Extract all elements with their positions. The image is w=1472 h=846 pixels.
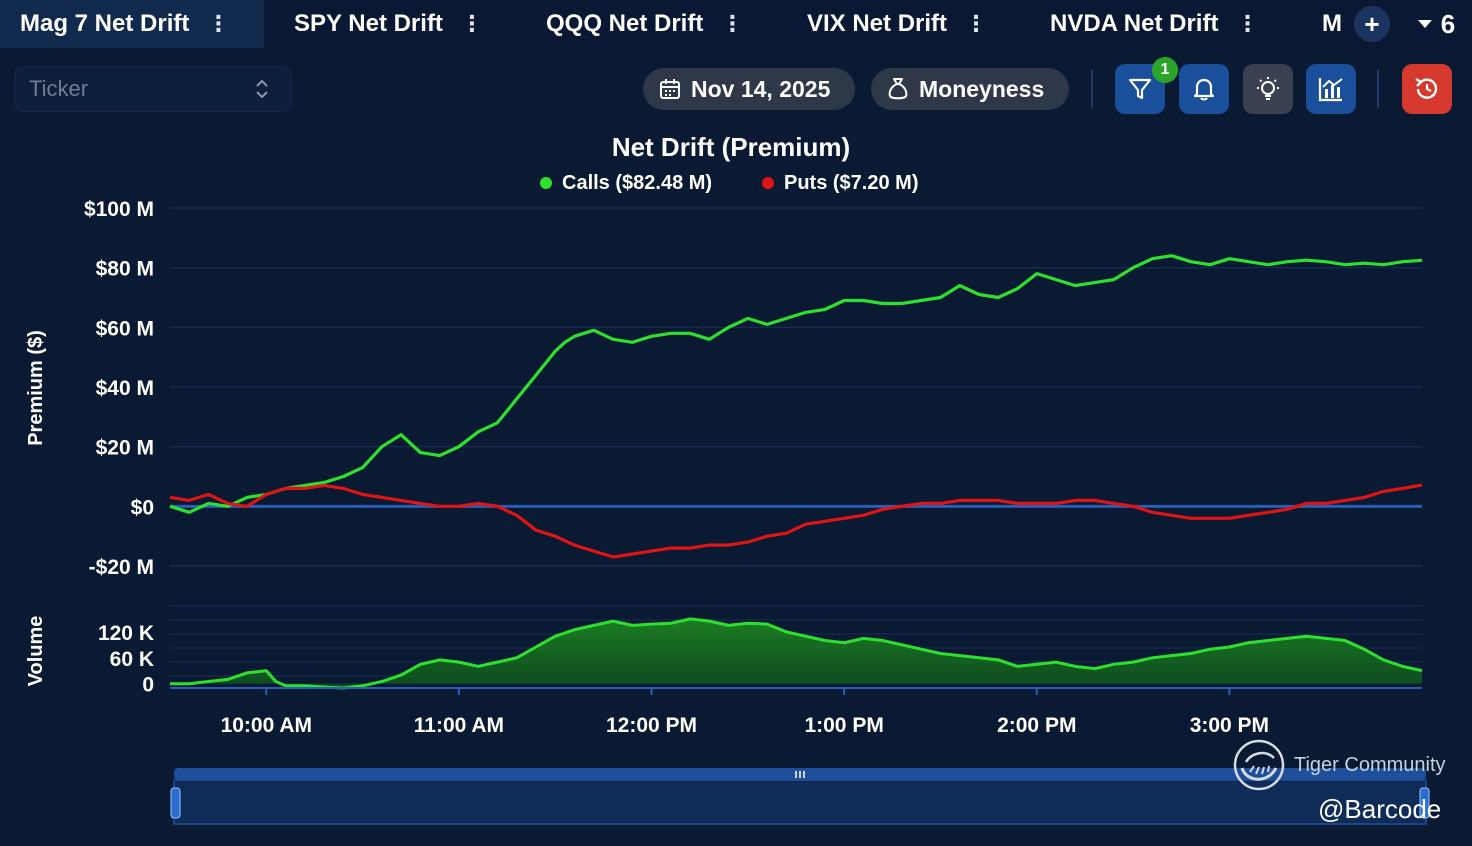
money-bag-icon: [888, 78, 908, 100]
tab-menu-icon[interactable]: ⋮: [1236, 11, 1259, 36]
y-tick-label: -$20 M: [89, 556, 154, 579]
moneyness-label: Moneyness: [919, 75, 1045, 102]
y-tick-label: $60 M: [96, 317, 154, 340]
legend-item-puts[interactable]: Puts ($7.20 M): [762, 170, 918, 196]
reset-button[interactable]: [1402, 64, 1452, 114]
chart-title: Net Drift (Premium): [611, 132, 851, 162]
add-tab-button[interactable]: +: [1354, 6, 1390, 42]
chart-icon: [1318, 78, 1343, 102]
x-tick-label: 3:00 PM: [1190, 714, 1269, 737]
range-handle-right[interactable]: [1419, 787, 1430, 819]
tab-menu-icon[interactable]: ⋮: [965, 11, 988, 36]
x-tick-label: 11:00 AM: [414, 714, 504, 737]
alerts-button[interactable]: [1179, 64, 1229, 114]
toolbar-divider: [1377, 70, 1379, 108]
tab-menu-icon[interactable]: ⋮: [207, 11, 230, 36]
tab-label: NVDA Net Drift: [1050, 10, 1219, 37]
tab-label: VIX Net Drift: [807, 10, 948, 37]
watermark-handle: @Barcode: [1318, 794, 1442, 824]
tab-vix[interactable]: VIX Net Drift ⋮: [807, 0, 987, 48]
volume-area: [170, 618, 1422, 688]
ticker-placeholder: Ticker: [29, 76, 89, 101]
volume-axis-label: Volume: [25, 616, 47, 687]
watermark: Tiger Community: [1232, 738, 1464, 792]
tab-spy[interactable]: SPY Net Drift ⋮: [294, 0, 483, 48]
y-tick-label: $20 M: [96, 437, 154, 460]
range-handle-left[interactable]: [170, 787, 181, 819]
date-label: Nov 14, 2025: [691, 75, 831, 102]
history-reset-icon: [1415, 77, 1438, 99]
volume-tick-label: 120 K: [98, 622, 154, 645]
tab-label: QQQ Net Drift: [546, 10, 704, 37]
filter-count-badge: 1: [1152, 57, 1178, 83]
tab-menu-icon[interactable]: ⋮: [721, 11, 744, 36]
legend-label: Puts ($7.20 M): [784, 171, 919, 194]
moneyness-button[interactable]: Moneyness: [871, 68, 1069, 110]
tab-mag7[interactable]: Mag 7 Net Drift ⋮: [0, 0, 264, 48]
tab-count: 6: [1440, 8, 1456, 39]
legend-label: Calls ($82.48 M): [562, 171, 713, 194]
tab-qqq[interactable]: QQQ Net Drift ⋮: [546, 0, 743, 48]
y-tick-label: $80 M: [96, 258, 154, 281]
y-tick-label: $0: [131, 496, 154, 519]
y-axis-label: Premium ($): [25, 330, 47, 446]
filter-icon: [1128, 78, 1152, 100]
watermark-brand: Tiger Community: [1294, 753, 1446, 776]
tab-label: Mag 7 Net Drift: [20, 10, 190, 37]
volume-tick-label: 60 K: [110, 648, 154, 671]
toolbar-divider: [1091, 70, 1093, 108]
x-tick-label: 2:00 PM: [997, 714, 1076, 737]
x-tick-label: 12:00 PM: [606, 714, 697, 737]
legend-marker: [762, 177, 774, 189]
series-line-puts: [169, 483, 1423, 559]
date-picker-button[interactable]: Nov 14, 2025: [643, 68, 855, 110]
tab-nvda[interactable]: NVDA Net Drift ⋮: [1050, 0, 1258, 48]
chevron-updown-icon: [255, 77, 269, 101]
y-tick-label: $40 M: [96, 377, 154, 400]
x-tick-label: 10:00 AM: [221, 714, 312, 737]
calendar-icon: [660, 79, 680, 99]
caret-down-icon: [1417, 20, 1432, 28]
tab-label: M: [1322, 10, 1342, 37]
tab-menu-icon[interactable]: ⋮: [460, 11, 483, 36]
tab-bar: Mag 7 Net Drift ⋮ SPY Net Drift ⋮ QQQ Ne…: [0, 0, 1472, 48]
range-drag-grip-icon[interactable]: [795, 771, 805, 778]
chart-type-button[interactable]: [1306, 64, 1356, 114]
tab-count-dropdown[interactable]: 6: [1406, 6, 1466, 42]
x-tick-label: 1:00 PM: [804, 714, 883, 737]
bell-icon: [1193, 78, 1215, 101]
lightbulb-icon: [1257, 77, 1279, 100]
tab-label: SPY Net Drift: [294, 10, 443, 37]
y-tick-label: $100 M: [84, 198, 154, 221]
tiger-logo-icon: [1233, 739, 1285, 791]
legend-marker: [540, 177, 552, 189]
insights-button[interactable]: [1243, 64, 1293, 114]
tab-overflow[interactable]: M: [1322, 0, 1346, 48]
ticker-select[interactable]: Ticker: [14, 66, 292, 112]
series-line-calls: [169, 254, 1423, 514]
plus-icon: +: [1364, 8, 1380, 39]
range-navigator-window[interactable]: [173, 779, 1427, 825]
volume-tick-label: 0: [142, 674, 154, 697]
legend-item-calls[interactable]: Calls ($82.48 M): [540, 170, 712, 196]
